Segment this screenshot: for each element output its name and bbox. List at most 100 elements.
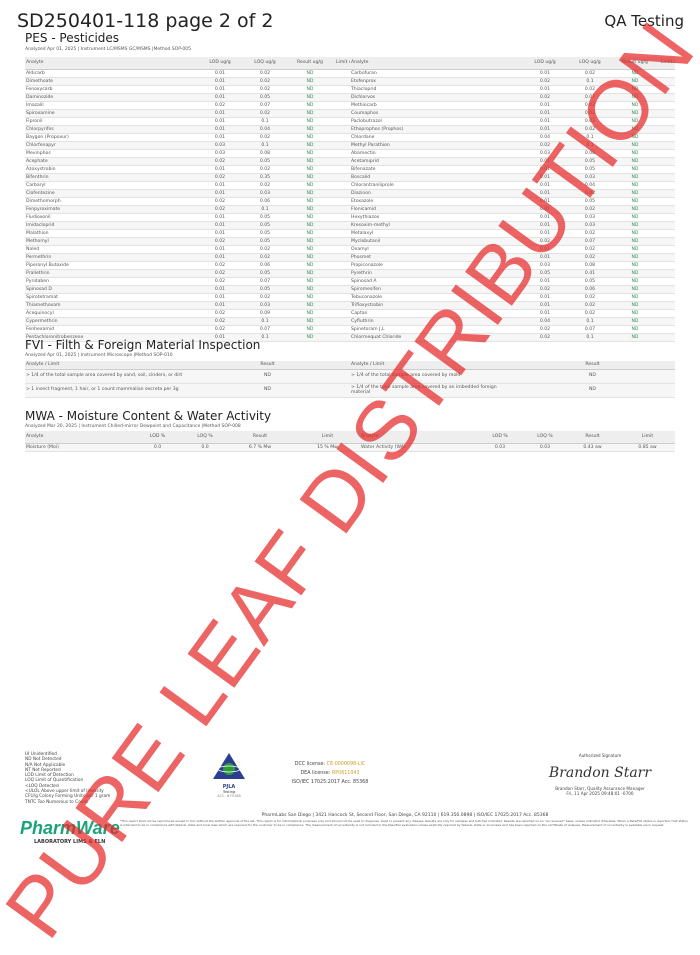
col-header: Limit [641,434,654,440]
analyte: Flonicamid [351,206,376,212]
limit [660,165,675,173]
limit [335,109,350,117]
result: ND [306,318,314,324]
loq: 0.05 [259,286,271,292]
table-row: > 1/4 of the total sample area covered b… [25,369,675,383]
limit [335,293,350,301]
limit [335,237,350,245]
result: ND [306,166,314,172]
table-row: Clofentezine 0.01 0.03 ND Diazinon 0.01 0.02 ND [25,189,675,197]
cell: 0.85 aw [638,444,657,450]
limit [660,229,675,237]
dcc-license: C8-0000098-LIC [326,762,366,767]
result: ND [631,230,639,236]
limit [335,181,350,189]
limit [660,173,675,181]
limit [335,205,350,213]
limit [660,181,675,189]
col-header: LOQ % [197,434,213,440]
lod: 0.01 [539,246,551,252]
lod: 0.02 [214,270,226,276]
analyte: Metalaxyl [351,230,374,236]
table-row: Acephate 0.02 0.05 ND Acetamiprid 0.01 0.05 ND [25,157,675,165]
loq: 0.02 [259,110,271,116]
limit [335,69,350,77]
result: ND [631,174,639,180]
result: ND [306,326,314,332]
result: ND [306,278,314,284]
loq: 0.02 [259,166,271,172]
analyte: > 1/4 of the total sample area covered b… [351,373,461,379]
lod: 0.03 [539,262,551,268]
loq: 0.02 [584,110,596,116]
cell: 15 % Mw [317,444,338,450]
table-row: Imazalil 0.02 0.07 ND Methiocarb 0.01 0.02 ND [25,101,675,109]
signature-date: Fri, 11 Apr 2025 09:48:01 -0700 [566,791,634,796]
result: ND [631,326,639,332]
lod: 0.02 [214,174,226,180]
limit [335,77,350,85]
table-row: Prallethrin 0.02 0.05 ND Pyrethrin 0.05 0.41 ND [25,269,675,277]
result: ND [589,373,596,379]
legend-item: NT Not Reported [25,767,61,773]
result: ND [631,318,639,324]
table-row: Carbaryl 0.01 0.02 ND Chlorantraniliprole 0.0… [25,181,675,189]
dea-license: RP0611043 [331,771,360,776]
limit [660,325,675,333]
analyte: Chlorpyrifos [26,126,54,132]
loq: 0.02 [584,310,596,316]
limit [335,133,350,141]
analyte: Permethrin [26,254,52,260]
loq: 0.03 [259,190,271,196]
result: ND [306,198,314,204]
limit [660,245,675,253]
lod: 0.03 [214,150,226,156]
table-row: > 1 insect fragment, 1 hair, or 1 count … [25,383,675,397]
result: ND [306,334,314,340]
analyte: Oxamyl [351,246,369,252]
lod: 0.01 [539,190,551,196]
loq: 0.02 [584,302,596,308]
analyte: Naled [26,246,40,252]
dcc-label: DCC license: [294,762,326,767]
result: ND [306,214,314,220]
cell: Moisture (Moi) [26,444,59,450]
analyte: Pyridaben [26,278,50,284]
result: ND [631,206,639,212]
col-header: LOD % [492,434,508,440]
analyte: Chlordane [351,134,375,140]
table-row: Methomyl 0.02 0.05 ND Myclobutanil 0.02 0.07 ND [25,237,675,245]
pharmware-logo: PharmWare LABORATORY LIMS & ELN [20,818,120,845]
limit [660,189,675,197]
table-row: Permethrin 0.01 0.02 ND Phosmet 0.01 0.02 ND [25,253,675,261]
analyte: Mevinphos [26,150,51,156]
limit [660,205,675,213]
analyte: Hexythiazox [351,214,380,220]
table-header: Analyte LOD ug/g LOQ ug/g Result ug/g Limit … [25,57,675,69]
analyte: Carbofuran [351,70,377,76]
result: ND [631,262,639,268]
limit [335,213,350,221]
table-row: Fipronil 0.01 0.1 ND Paclobutrazol 0.01 0.03 ND [25,117,675,125]
analyte: Trifloxystrobin [351,302,384,308]
lod: 0.01 [539,214,551,220]
loq: 0.05 [259,270,271,276]
limit [335,245,350,253]
limit [335,229,350,237]
lod: 0.01 [214,302,226,308]
result: ND [631,214,639,220]
limit [660,333,675,341]
cell: 0.03 [539,444,551,450]
lod: 0.01 [539,118,551,124]
loq: 0.1 [586,134,594,140]
lod: 0.01 [539,166,551,172]
col-header: Limit [321,434,334,440]
result: ND [631,126,639,132]
result: ND [306,110,314,116]
loq: 0.02 [584,206,596,212]
fvi-table: Analyte / Limit Result Analyte / Limit Resu… [25,361,675,398]
signature-label: Authorized Signature [578,753,622,758]
limit [660,317,675,325]
analyte: Diazinon [351,190,371,196]
cell: 6.7 % Mw [248,444,272,450]
